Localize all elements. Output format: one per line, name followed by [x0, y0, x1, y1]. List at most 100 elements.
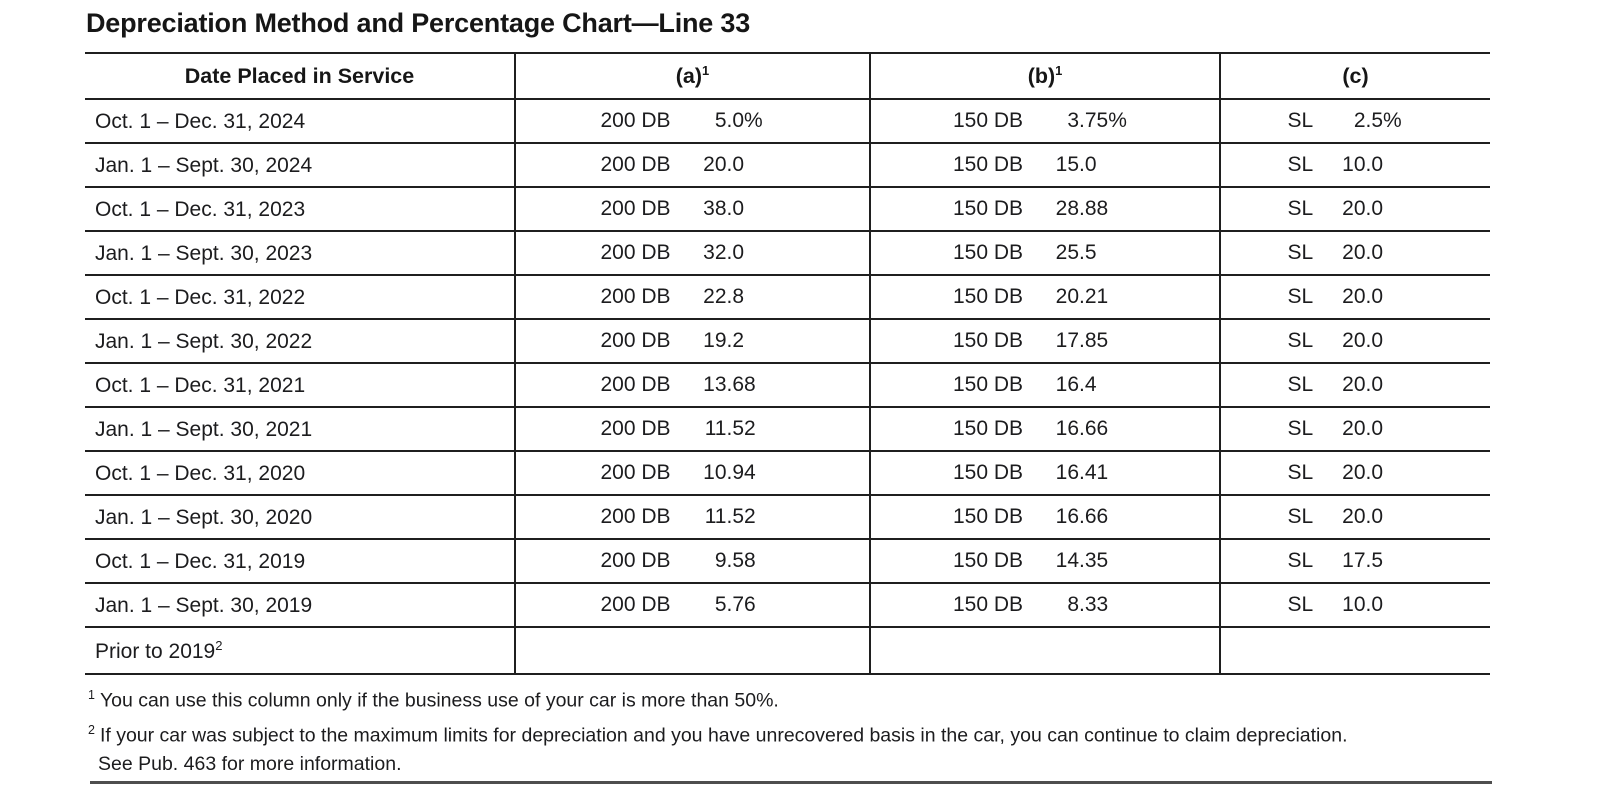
column-b-cell — [869, 627, 1220, 674]
percentage-a-frac: .76 — [726, 593, 756, 616]
column-c-cell: SL 20.0 — [1219, 451, 1490, 495]
percentage-b-int: 28 — [1055, 197, 1079, 220]
percentage-b-int: 16 — [1055, 373, 1079, 396]
method-c-label: SL — [1287, 153, 1314, 176]
column-header-date: Date Placed in Service — [184, 63, 415, 88]
method-a-label: 200 DB — [600, 461, 671, 484]
column-a-cell: 200 DB 32.0 — [514, 231, 870, 275]
percentage-c-int: 20 — [1342, 505, 1366, 528]
column-b-cell: 150 DB 14.35 — [869, 539, 1220, 583]
date-placed-in-service-cell: Oct. 1 – Dec. 31, 2020 — [85, 451, 515, 495]
percentage-c-frac: .0 — [1365, 285, 1384, 308]
method-c-label: SL — [1287, 549, 1314, 572]
percentage-c-int: 17 — [1342, 549, 1366, 572]
date-range-label: Jan. 1 – Sept. 30, 2021 — [95, 418, 313, 441]
footnote-2: 2 If your car was subject to the maximum … — [88, 716, 1498, 780]
column-c-cell: SL 20.0 — [1219, 407, 1490, 451]
table-row: Jan. 1 – Sept. 30, 2023 200 DB 32.0 150 D… — [85, 231, 1490, 275]
table-row: Oct. 1 – Dec. 31, 2021 200 DB 13.68 150 D… — [85, 363, 1490, 407]
column-b-cell: 150 DB 17.85 — [869, 319, 1220, 363]
percentage-a-int: 13 — [703, 373, 727, 396]
date-placed-in-service-cell: Oct. 1 – Dec. 31, 2019 — [85, 539, 515, 583]
method-b-label: 150 DB — [953, 241, 1024, 264]
page-title: Depreciation Method and Percentage Chart… — [86, 8, 751, 38]
percentage-a-int: 38 — [703, 197, 727, 220]
column-b-cell: 150 DB 28.88 — [869, 187, 1220, 231]
column-a-cell: 200 DB 22.8 — [514, 275, 870, 319]
column-a-cell: 200 DB 5.0% — [514, 99, 870, 143]
date-footnote-ref: 2 — [215, 637, 223, 653]
column-a-cell: 200 DB 11.52 — [514, 495, 870, 539]
percentage-b-int: 14 — [1055, 549, 1079, 572]
percentage-b-frac: .0 — [1079, 153, 1097, 176]
column-b-cell: 150 DB 16.41 — [869, 451, 1220, 495]
date-placed-in-service-cell: Oct. 1 – Dec. 31, 2024 — [85, 99, 515, 143]
column-c-cell: SL 20.0 — [1219, 495, 1490, 539]
date-range-label: Oct. 1 – Dec. 31, 2022 — [95, 286, 306, 309]
table-row: Oct. 1 – Dec. 31, 2023 200 DB 38.0 150 DB… — [85, 187, 1490, 231]
column-header-a-footnote-ref: 1 — [702, 62, 710, 78]
column-b-cell: 150 DB 16.66 — [869, 407, 1220, 451]
percentage-c-int: 20 — [1342, 329, 1366, 352]
date-range-label: Oct. 1 – Dec. 31, 2020 — [95, 462, 306, 485]
method-a-label: 200 DB — [600, 241, 671, 264]
method-c-label: SL — [1287, 373, 1314, 396]
method-a-label: 200 DB — [600, 549, 671, 572]
column-header-a: (a)1 — [514, 53, 870, 99]
date-range-label: Oct. 1 – Dec. 31, 2024 — [95, 110, 306, 133]
percentage-a-frac: .0 — [726, 153, 745, 176]
percentage-c-frac: .5% — [1365, 109, 1402, 132]
percentage-a-frac: .52 — [726, 417, 756, 440]
column-b-cell: 150 DB 20.21 — [869, 275, 1220, 319]
percentage-c-int: 20 — [1342, 285, 1366, 308]
percentage-a-int: 22 — [703, 285, 727, 308]
percentage-a-frac: .0% — [726, 109, 763, 132]
percentage-b-frac: .5 — [1079, 241, 1097, 264]
percentage-b-frac: .41 — [1079, 461, 1109, 484]
percentage-b-int: 8 — [1067, 593, 1079, 616]
table-row: Jan. 1 – Sept. 30, 2020 200 DB 11.52 150 … — [85, 495, 1490, 539]
date-placed-in-service-cell: Jan. 1 – Sept. 30, 2024 — [85, 143, 515, 187]
percentage-a-int: 5 — [714, 593, 727, 616]
column-b-cell: 150 DB 16.4 — [869, 363, 1220, 407]
percentage-a-frac: .52 — [726, 505, 756, 528]
footnote-1-text: You can use this column only if the busi… — [99, 689, 779, 712]
percentage-a-int: 5 — [714, 109, 727, 132]
percentage-c-frac: .0 — [1365, 417, 1384, 440]
method-c-label: SL — [1287, 109, 1314, 132]
date-placed-in-service-cell: Jan. 1 – Sept. 30, 2020 — [85, 495, 515, 539]
percentage-b-int: 3 — [1067, 109, 1079, 132]
date-range-label: Oct. 1 – Dec. 31, 2019 — [95, 550, 306, 573]
column-a-cell: 200 DB 5.76 — [514, 583, 870, 627]
column-b-cell: 150 DB 3.75% — [869, 99, 1220, 143]
method-b-label: 150 DB — [953, 593, 1024, 616]
percentage-b-int: 16 — [1055, 461, 1079, 484]
percentage-c-int: 20 — [1342, 461, 1366, 484]
column-a-cell: 200 DB 13.68 — [514, 363, 870, 407]
percentage-b-frac: .66 — [1079, 417, 1109, 440]
column-header-a-label: (a) — [675, 64, 703, 89]
percentage-c-int: 20 — [1342, 241, 1366, 264]
percentage-c-frac: .5 — [1365, 549, 1384, 572]
column-header-c: (c) — [1219, 53, 1490, 99]
table-row: Oct. 1 – Dec. 31, 2020 200 DB 10.94 150 D… — [85, 451, 1490, 495]
percentage-a-frac: .0 — [726, 197, 745, 220]
date-range-label: Oct. 1 – Dec. 31, 2021 — [95, 374, 306, 397]
column-header-b-label: (b) — [1027, 64, 1056, 89]
method-a-label: 200 DB — [600, 329, 671, 352]
method-a-label: 200 DB — [600, 593, 671, 616]
percentage-b-frac: .85 — [1079, 329, 1109, 352]
percentage-a-frac: .58 — [726, 549, 756, 572]
percentage-b-int: 17 — [1055, 329, 1079, 352]
table-body: Oct. 1 – Dec. 31, 2024 200 DB 5.0% 150 DB… — [85, 99, 1490, 674]
date-placed-in-service-cell: Jan. 1 – Sept. 30, 2023 — [85, 231, 515, 275]
percentage-c-int: 20 — [1342, 197, 1366, 220]
column-c-cell: SL 20.0 — [1219, 363, 1490, 407]
method-a-label: 200 DB — [600, 109, 671, 132]
method-a-label: 200 DB — [600, 505, 671, 528]
column-c-cell: SL 20.0 — [1219, 187, 1490, 231]
date-placed-in-service-cell: Oct. 1 – Dec. 31, 2023 — [85, 187, 515, 231]
percentage-b-frac: .33 — [1079, 593, 1109, 616]
percentage-b-int: 25 — [1055, 241, 1079, 264]
